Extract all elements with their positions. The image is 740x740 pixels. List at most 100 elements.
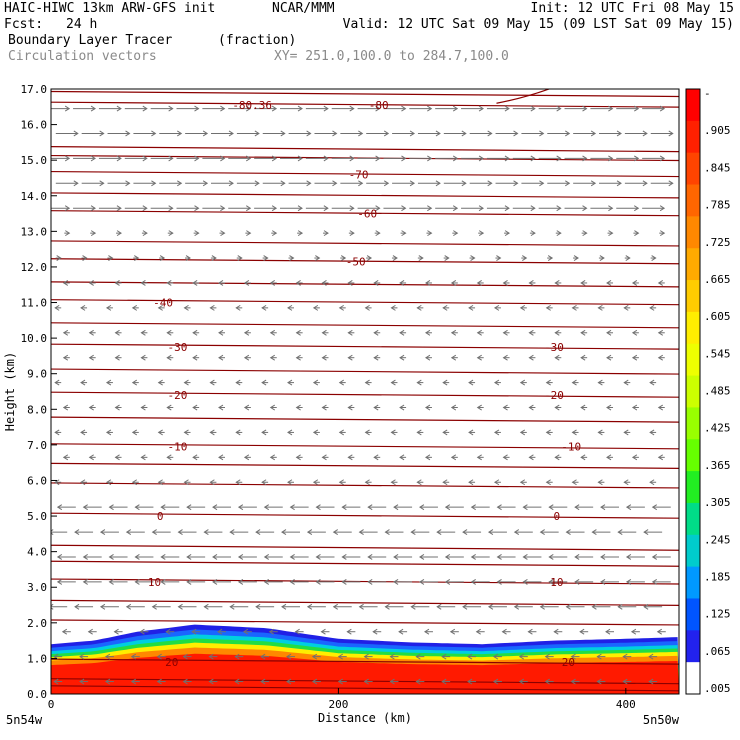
vector-head (80, 479, 86, 486)
vector-head (177, 529, 183, 535)
vector-head (166, 280, 172, 286)
vector-head (51, 529, 54, 535)
vector-head (468, 304, 474, 311)
y-tick-label: 2.0 (27, 617, 47, 630)
vector-head (659, 205, 666, 212)
vector-head (218, 280, 224, 286)
vector-head (606, 329, 612, 336)
vector-head (156, 678, 162, 685)
vector-head (218, 454, 224, 461)
tracer-field (51, 624, 679, 694)
vector-head (580, 354, 586, 361)
vector-head (73, 180, 79, 187)
contour-line-0 (51, 101, 679, 108)
overlay-name: Circulation vectors (8, 49, 157, 64)
vector-head (271, 155, 278, 162)
vector-head (599, 255, 605, 261)
vector-head (528, 454, 534, 461)
vector-head (373, 280, 379, 286)
vector-head (87, 628, 93, 635)
vector-head (444, 255, 450, 261)
vector-head (416, 479, 422, 486)
vector-head (544, 678, 550, 685)
contour-line-16 (51, 281, 679, 288)
contour-label: 20 (562, 656, 575, 669)
vector-head (616, 180, 622, 187)
vector-head (269, 354, 276, 361)
vector-head (657, 454, 664, 461)
vector-head (390, 429, 396, 436)
vector-head (651, 578, 658, 585)
vector-head (461, 130, 467, 137)
vector-head (649, 479, 655, 486)
vector-head (364, 379, 370, 386)
vector-head (631, 329, 638, 336)
contour-line-5 (51, 343, 679, 350)
vector-head (573, 255, 579, 261)
vector-head (269, 454, 276, 461)
vector-head (656, 628, 663, 635)
vector-head (54, 479, 60, 486)
vector-head (297, 155, 303, 162)
vector-head (634, 205, 640, 212)
vector-head (496, 504, 502, 511)
vector-head (522, 504, 528, 511)
vector-head (596, 678, 602, 685)
vector-head (297, 105, 303, 112)
vector-head (263, 504, 270, 511)
colorbar-swatch (686, 662, 700, 695)
vector-head (513, 529, 520, 535)
vector-head (243, 454, 250, 461)
vector-head (218, 354, 224, 361)
vector-head (492, 678, 499, 685)
vector-head (321, 280, 327, 286)
vector-head (657, 280, 664, 286)
vector-head (390, 379, 396, 386)
y-tick-label: 10.0 (21, 332, 48, 345)
vector-head (212, 578, 218, 585)
vector-head (539, 603, 545, 610)
vector-head (668, 180, 674, 187)
vector-head (142, 155, 148, 162)
vector-head (384, 529, 390, 535)
vector-head (166, 404, 172, 411)
vector-head (116, 155, 122, 162)
vector-head (643, 529, 649, 535)
vector-head (202, 180, 209, 187)
vector-head (367, 578, 373, 585)
vector-head (668, 130, 674, 137)
colorbar-label: .725 (704, 236, 731, 249)
cross-section-xy: XY= 251.0,100.0 to 284.7,100.0 (274, 49, 509, 64)
vector-head (554, 354, 560, 361)
vector-head (631, 280, 638, 286)
vector-head (289, 255, 295, 261)
vector-head (105, 304, 112, 311)
contour-line-24 (51, 599, 679, 606)
vector-head (113, 628, 119, 635)
vector-head (425, 329, 431, 336)
vector-head (108, 554, 114, 560)
vector-head (548, 578, 554, 585)
contour-label: -20 (168, 389, 188, 402)
forecast-value: 24 h (66, 17, 98, 32)
vector-head (571, 379, 577, 386)
field-name: Boundary Layer Tracer (8, 33, 173, 48)
vector-head (468, 429, 474, 436)
vector-head (261, 429, 267, 436)
vector-head (114, 280, 120, 286)
vector-head (436, 603, 442, 610)
vector-head (192, 354, 198, 361)
vector-head (565, 529, 571, 535)
vector-head (142, 105, 148, 112)
vector-head (475, 628, 481, 635)
vector-head (643, 603, 649, 610)
vector-head (478, 230, 485, 237)
vector-head (131, 304, 138, 311)
vector-head (642, 130, 648, 137)
y-tick-label: 6.0 (27, 474, 47, 487)
vector-head (338, 304, 344, 311)
vector-head (478, 155, 485, 162)
vector-head (565, 180, 571, 187)
vector-head (263, 255, 269, 261)
vector-head (82, 578, 88, 585)
